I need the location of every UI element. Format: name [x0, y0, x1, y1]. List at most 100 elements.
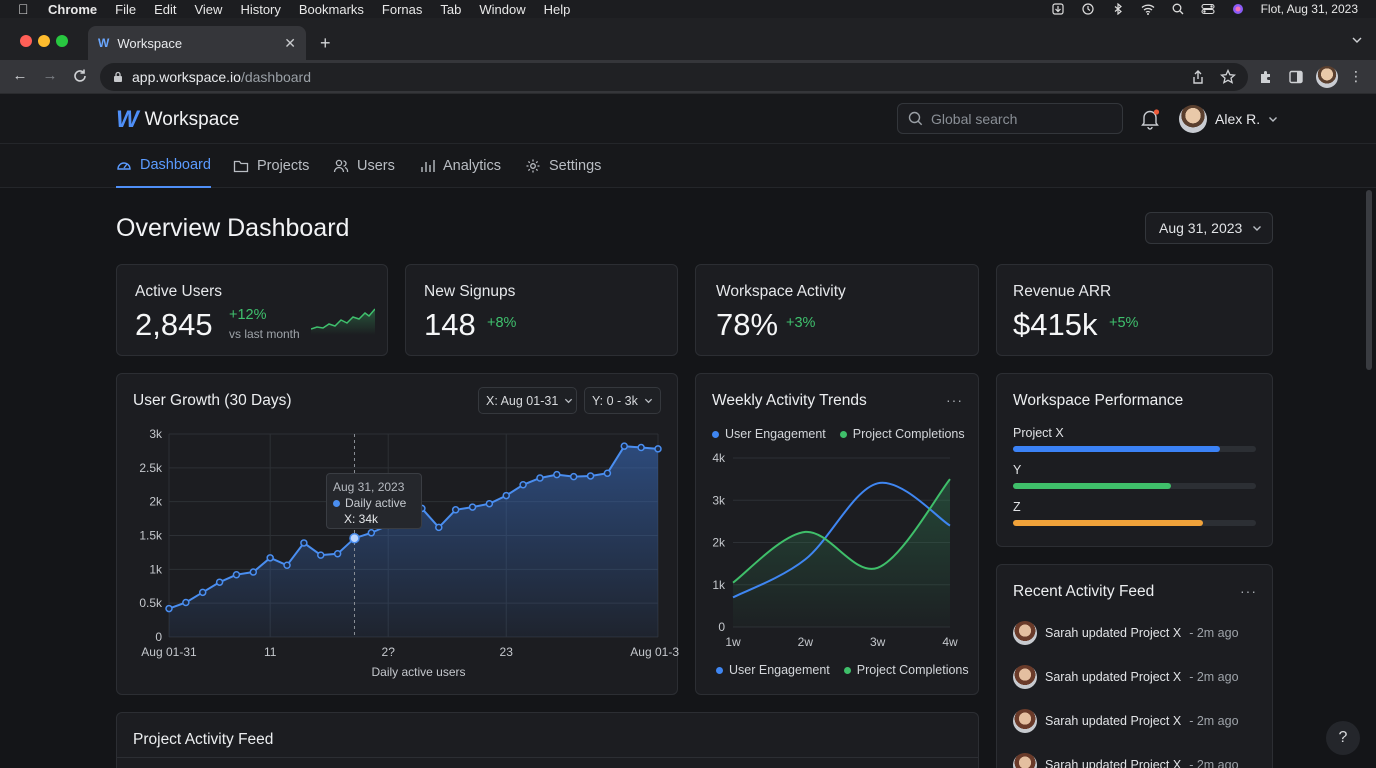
- app-root: W Workspace Alex R. Dashboard Projects U…: [0, 94, 1376, 768]
- feed-text: Sarah updated Project X: [1045, 626, 1182, 640]
- extensions-puzzle-icon[interactable]: [1258, 69, 1274, 85]
- x-range-select[interactable]: X: Aug 01-31: [478, 387, 577, 414]
- engagement-line: [732, 481, 951, 599]
- kpi-card-new-signups[interactable]: New Signups 148 +8%: [405, 264, 678, 356]
- more-options-icon[interactable]: ···: [1240, 583, 1257, 599]
- completions-line: [732, 478, 951, 584]
- logo-mark: W: [116, 106, 139, 133]
- data-point: [283, 561, 291, 570]
- kpi-label: New Signups: [424, 283, 516, 300]
- tab-settings-label: Settings: [549, 158, 602, 174]
- spotlight-search-icon[interactable]: [1171, 3, 1185, 15]
- time-machine-icon[interactable]: [1081, 3, 1095, 15]
- menu-app-name[interactable]: Chrome: [48, 1, 98, 17]
- feed-item[interactable]: Sarah updated Project X - 2m ago: [1013, 709, 1239, 733]
- browser-tab-workspace[interactable]: W Workspace ✕: [88, 26, 306, 60]
- chevron-down-icon: [1253, 226, 1262, 231]
- x-tick-label: 23: [500, 645, 514, 659]
- feed-avatar: [1013, 621, 1037, 645]
- address-bar[interactable]: app.workspace.io/dashboard: [100, 63, 1248, 91]
- menu-history[interactable]: History: [240, 1, 281, 17]
- legend-swatch-engagement: [716, 666, 723, 674]
- notification-bell-icon[interactable]: [1140, 108, 1160, 130]
- siri-icon[interactable]: [1231, 3, 1245, 15]
- data-point: [569, 472, 578, 481]
- profile-avatar[interactable]: [1316, 66, 1338, 88]
- kpi-card-workspace-activity[interactable]: Workspace Activity 78% +3%: [695, 264, 979, 356]
- page-scrollbar[interactable]: [1366, 190, 1372, 370]
- menu-help[interactable]: Help: [543, 1, 571, 17]
- tab-settings[interactable]: Settings: [525, 144, 601, 188]
- data-point: [435, 523, 443, 532]
- control-center-icon[interactable]: [1201, 3, 1215, 15]
- tooltip-series: Daily active: [333, 495, 415, 511]
- tooltip-label: Daily active: [345, 496, 407, 510]
- close-window-button[interactable]: [20, 35, 32, 47]
- x-tick-label: Aug 01-31: [141, 645, 197, 659]
- lock-icon[interactable]: [112, 71, 124, 83]
- tooltip-date: Aug 31, 2023: [333, 480, 405, 494]
- maximize-window-button[interactable]: [56, 35, 68, 47]
- performance-track: [1013, 520, 1256, 526]
- forward-arrow-icon[interactable]: →: [42, 67, 58, 84]
- reload-icon[interactable]: [72, 68, 88, 84]
- new-tab-button[interactable]: +: [320, 33, 331, 53]
- legend-completions: Project Completions: [852, 427, 965, 441]
- y-tick-label: 0: [718, 620, 725, 634]
- browser-tab-strip: W Workspace ✕ +: [0, 18, 1376, 60]
- share-icon[interactable]: [1190, 69, 1206, 85]
- kpi-label: Workspace Activity: [716, 283, 846, 300]
- menu-fornas[interactable]: Fornas: [381, 1, 423, 17]
- y-tick-label: 2k: [712, 536, 726, 550]
- macos-menubar:  Chrome File Edit View History Bookmark…: [0, 0, 1376, 18]
- weekly-trends-chart[interactable]: 0 1k 2k 3k 4k 1w 2w 3w 4w: [696, 374, 980, 696]
- app-logo[interactable]: W Workspace: [116, 106, 239, 134]
- side-panel-icon[interactable]: [1288, 69, 1304, 85]
- user-growth-chart[interactable]: 0 0.5k 1k 1.5k 2k 2.5k 3k Aug 01-31 11 2? 23 Aug 01…: [117, 374, 679, 696]
- tab-title: Workspace: [117, 35, 183, 51]
- feed-avatar: [1013, 665, 1037, 689]
- kpi-card-revenue-arr[interactable]: Revenue ARR $415k +5%: [996, 264, 1273, 356]
- search-input[interactable]: [931, 110, 1111, 127]
- apple-icon[interactable]: : [18, 1, 34, 17]
- kpi-card-active-users[interactable]: Active Users 2,845 +12% vs last month: [116, 264, 388, 356]
- weekly-trends-card: Weekly Activity Trends ··· User Engageme…: [695, 373, 979, 695]
- feed-item[interactable]: Sarah updated Project X - 2m ago: [1013, 665, 1239, 689]
- menu-bookmarks[interactable]: Bookmarks: [298, 1, 364, 17]
- x-tick-label: 1w: [725, 635, 741, 649]
- back-arrow-icon[interactable]: ←: [12, 67, 28, 84]
- menu-view[interactable]: View: [194, 1, 223, 17]
- user-menu[interactable]: Alex R.: [1179, 105, 1278, 133]
- help-button[interactable]: ?: [1326, 721, 1360, 755]
- menu-file[interactable]: File: [115, 1, 137, 17]
- wifi-icon[interactable]: [1141, 3, 1155, 15]
- more-options-icon[interactable]: ···: [946, 392, 963, 408]
- tab-projects[interactable]: Projects: [233, 144, 309, 188]
- browser-menu-icon[interactable]: ⋮: [1349, 68, 1363, 84]
- legend-swatch-completions: [839, 430, 847, 438]
- date-picker[interactable]: Aug 31, 2023: [1145, 212, 1273, 244]
- bluetooth-icon[interactable]: [1111, 3, 1125, 15]
- legend-engagement: User Engagement: [729, 663, 830, 677]
- bookmark-star-icon[interactable]: [1220, 69, 1236, 85]
- tab-dashboard[interactable]: Dashboard: [116, 144, 211, 188]
- project-activity-card: Project Activity Feed: [116, 712, 979, 768]
- menubar-clock[interactable]: Flot, Aug 31, 2023: [1260, 2, 1358, 16]
- global-search[interactable]: [897, 103, 1123, 134]
- card-title: Workspace Performance: [1013, 392, 1184, 409]
- menu-tab[interactable]: Tab: [440, 1, 462, 17]
- tab-projects-label: Projects: [257, 158, 310, 174]
- feed-item[interactable]: Sarah updated Project X - 2m ago: [1013, 621, 1239, 645]
- feed-item[interactable]: Sarah updated Project X - 2m ago: [1013, 753, 1239, 768]
- performance-track: [1013, 483, 1256, 489]
- menu-edit[interactable]: Edit: [154, 1, 177, 17]
- download-icon[interactable]: [1051, 3, 1065, 15]
- close-tab-icon[interactable]: ✕: [284, 34, 296, 51]
- data-point: [603, 469, 612, 477]
- tab-analytics[interactable]: Analytics: [419, 144, 501, 188]
- tab-users[interactable]: Users: [333, 144, 395, 188]
- tab-search-chevron-icon[interactable]: [1352, 35, 1362, 45]
- minimize-window-button[interactable]: [38, 35, 50, 47]
- menu-window[interactable]: Window: [479, 1, 526, 17]
- y-range-select[interactable]: Y: 0 - 3k: [584, 387, 661, 414]
